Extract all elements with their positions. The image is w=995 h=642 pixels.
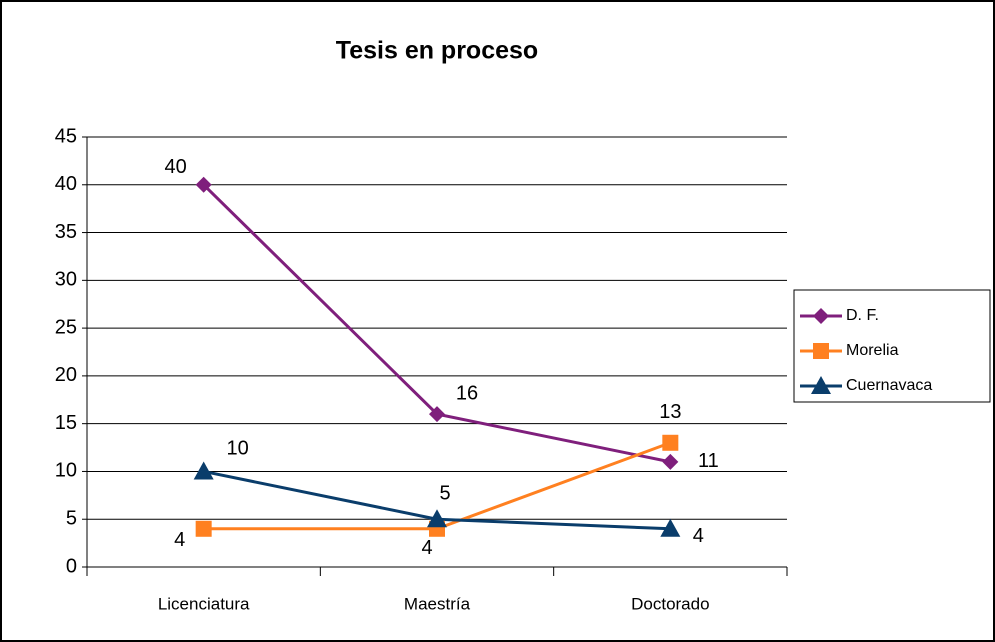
legend-marker: [811, 376, 831, 394]
data-label: 40: [165, 156, 187, 178]
y-tick-label: 5: [66, 508, 77, 530]
data-label: 10: [227, 438, 249, 460]
data-label: 4: [174, 529, 185, 551]
data-label: 4: [421, 537, 432, 559]
legend-label: Cuernavaca: [846, 377, 932, 394]
y-tick-label: 40: [55, 173, 77, 195]
chart-title: Tesis en proceso: [336, 37, 538, 65]
x-tick-label: Doctorado: [631, 594, 709, 613]
data-label: 5: [439, 483, 450, 505]
point-marker: [195, 176, 212, 193]
point-marker: [195, 520, 212, 537]
y-tick-label: 30: [55, 269, 77, 291]
data-label: 11: [698, 450, 719, 472]
y-tick-label: 10: [55, 460, 77, 482]
data-label: 4: [693, 525, 704, 547]
legend-label: D. F.: [846, 307, 879, 324]
legend-label: Morelia: [846, 342, 899, 359]
point-marker: [429, 406, 445, 423]
point-marker: [193, 461, 214, 480]
y-tick-label: 0: [66, 555, 77, 577]
point-marker: [427, 509, 447, 528]
data-label: 16: [456, 382, 478, 404]
y-tick-label: 15: [55, 412, 77, 434]
x-tick-label: Maestría: [404, 594, 471, 613]
y-tick-label: 35: [55, 221, 77, 243]
point-marker: [662, 453, 679, 470]
legend-marker: [813, 308, 829, 324]
legend-marker: [813, 343, 829, 359]
x-tick-label: Licenciatura: [158, 594, 250, 613]
y-tick-label: 20: [55, 364, 77, 386]
point-marker: [662, 434, 679, 451]
point-marker: [660, 518, 681, 537]
data-label: 13: [659, 401, 681, 423]
y-tick-label: 45: [55, 125, 77, 147]
y-tick-label: 25: [55, 316, 77, 338]
